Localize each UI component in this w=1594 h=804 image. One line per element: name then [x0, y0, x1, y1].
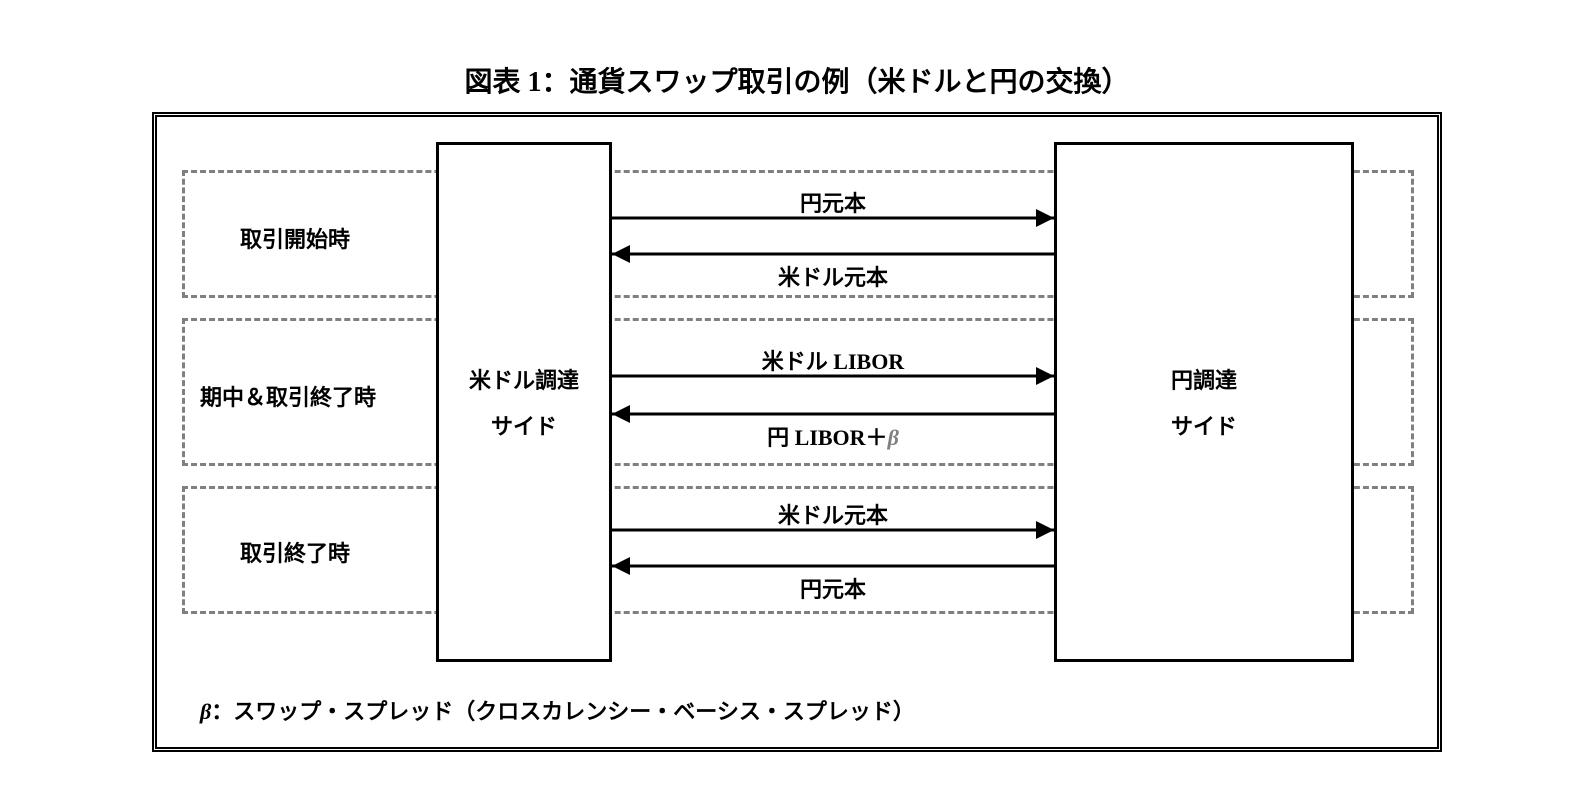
left-box-label-2: サイド [491, 409, 557, 441]
left-box: 米ドル調達サイド [436, 142, 612, 662]
footnote-text: ：スワップ・スプレッド（クロスカレンシー・ベーシス・スプレッド） [211, 699, 915, 724]
left-box-label-1: 米ドル調達 [469, 363, 579, 395]
right-box: 円調達サイド [1054, 142, 1354, 662]
footnote: β：スワップ・スプレッド（クロスカレンシー・ベーシス・スプレッド） [200, 694, 915, 726]
phase-label: 取引開始時 [240, 222, 350, 254]
right-box-label-1: 円調達 [1171, 363, 1237, 395]
footnote-beta: β [200, 699, 211, 724]
arrow-label: 米ドル元本 [612, 498, 1054, 530]
right-box-label-2: サイド [1171, 409, 1237, 441]
diagram-stage: 図表 1：通貨スワップ取引の例（米ドルと円の交換）米ドル調達サイド円調達サイド取… [0, 0, 1594, 804]
figure-title: 図表 1：通貨スワップ取引の例（米ドルと円の交換） [0, 60, 1594, 100]
phase-label: 期中＆取引終了時 [200, 380, 376, 412]
phase-label: 取引終了時 [240, 536, 350, 568]
arrow-label: 米ドル元本 [612, 260, 1054, 292]
arrow-label: 円 LIBOR＋β [612, 420, 1054, 452]
arrow-label: 円元本 [612, 186, 1054, 218]
arrow-label: 円元本 [612, 572, 1054, 604]
arrow-label: 米ドル LIBOR [612, 344, 1054, 376]
